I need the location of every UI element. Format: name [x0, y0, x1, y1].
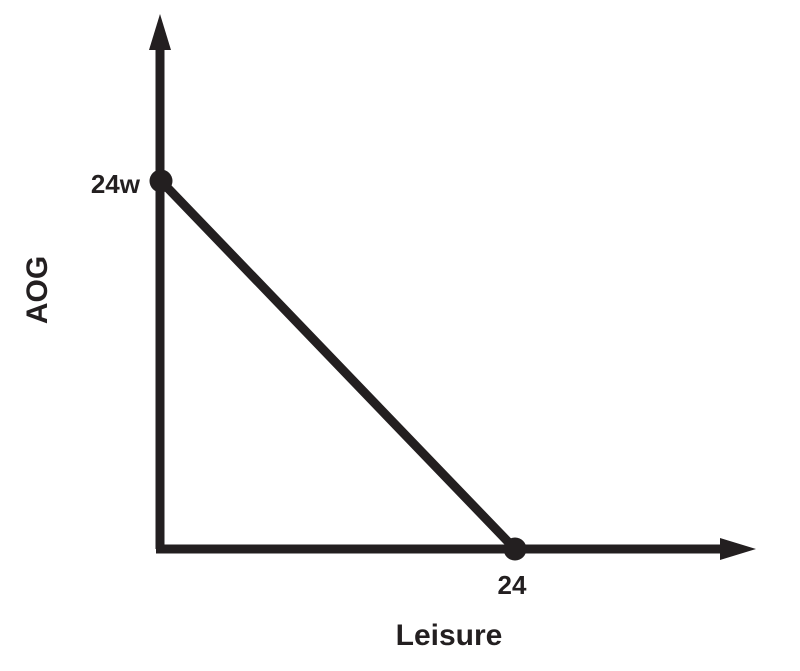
y-tick-label: 24w [91, 169, 141, 199]
x-tick-label: 24 [498, 570, 527, 600]
budget-line [157, 177, 519, 553]
x-intercept-point [503, 537, 527, 561]
x-axis-label: Leisure [396, 619, 503, 652]
x-axis-arrowhead [720, 538, 756, 560]
y-axis-arrowhead [149, 14, 171, 50]
y-intercept-point [149, 169, 173, 193]
y-axis-label: AOG [21, 256, 54, 324]
